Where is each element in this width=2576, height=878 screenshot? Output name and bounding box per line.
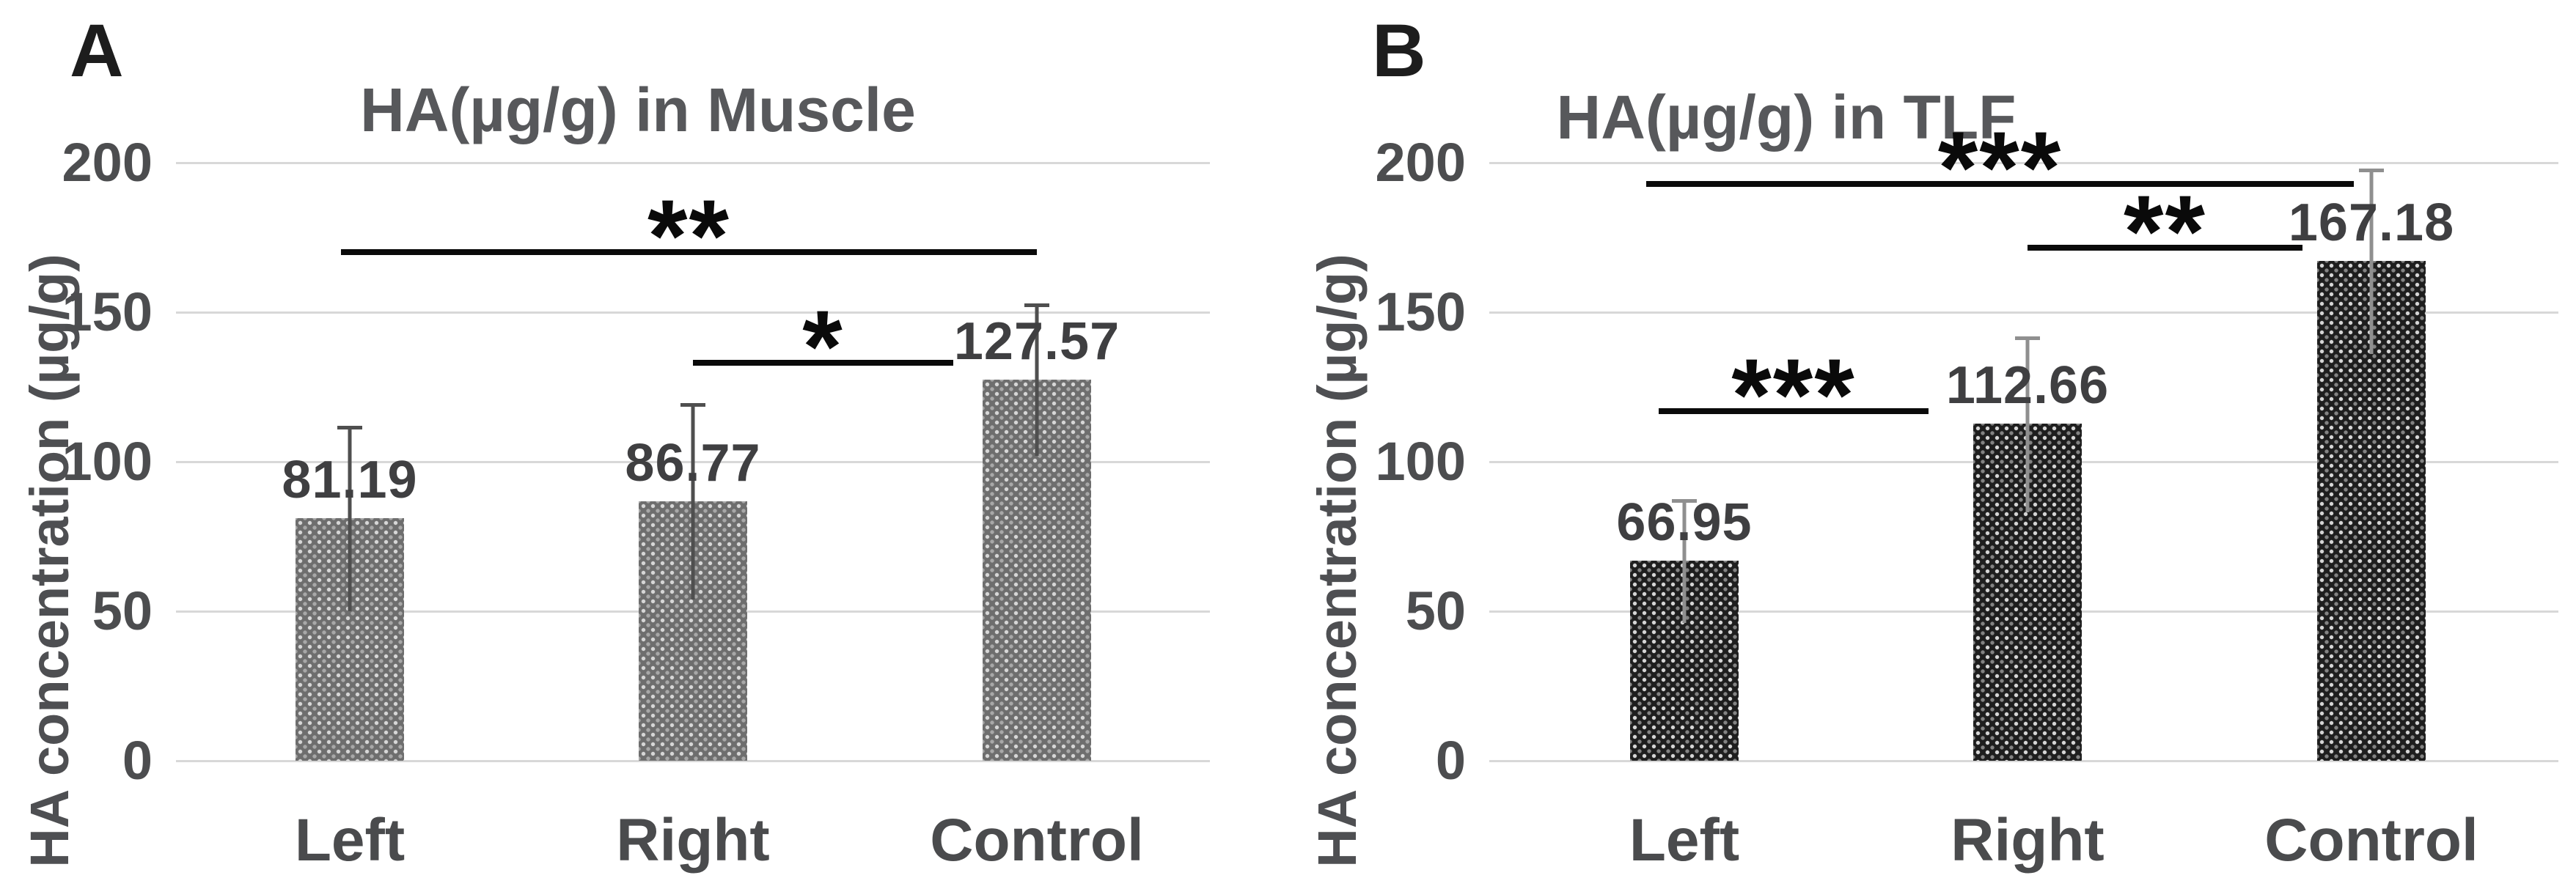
y-tick-label: 50 <box>1405 580 1466 641</box>
error-bar-cap <box>680 403 705 407</box>
error-bar-cap <box>2359 169 2384 173</box>
error-bar-cap <box>2015 336 2040 340</box>
gridline <box>176 161 1210 164</box>
y-tick-label: 200 <box>1375 132 1466 193</box>
data-label: 127.57 <box>953 311 1120 371</box>
significance-line <box>693 360 953 366</box>
category-label: Control <box>930 807 1144 874</box>
significance-stars: ** <box>647 178 730 294</box>
significance-line <box>2028 245 2302 251</box>
panel-tlf: B HA(µg/g) in TLF HA concentration (µg/g) 0… <box>1288 0 2576 878</box>
chart-title: HA(µg/g) in TLF <box>1556 83 2017 152</box>
error-bar-cap <box>1672 499 1697 503</box>
category-label: Right <box>616 807 770 874</box>
error-bar-cap <box>337 426 362 430</box>
error-bar <box>2369 169 2374 355</box>
gridline <box>176 311 1210 314</box>
panel-letter: A <box>70 9 124 92</box>
data-label: 112.66 <box>1945 356 2110 416</box>
y-tick-label: 150 <box>1375 281 1466 342</box>
significance-stars: *** <box>1731 336 1856 452</box>
panel-letter: B <box>1372 9 1426 92</box>
y-tick-label: 50 <box>92 580 153 641</box>
error-bar-cap <box>1024 303 1049 307</box>
error-bar <box>691 403 695 600</box>
significance-stars: * <box>802 289 844 405</box>
gridline <box>1489 759 2558 762</box>
category-label: Left <box>294 807 406 874</box>
data-label: 86.77 <box>625 433 761 493</box>
significance-stars: ** <box>2124 174 2206 289</box>
gridline <box>176 759 1210 762</box>
y-tick-label: 150 <box>62 281 153 342</box>
y-tick-label: 0 <box>1435 730 1466 791</box>
significance-line <box>1646 180 2354 187</box>
gridline <box>1489 311 2558 314</box>
data-label: 167.18 <box>2288 193 2455 252</box>
data-label: 81.19 <box>282 450 418 509</box>
error-bar <box>1035 303 1039 456</box>
y-tick-label: 0 <box>122 730 153 791</box>
y-tick-label: 100 <box>1375 431 1466 492</box>
category-label: Left <box>1629 807 1740 874</box>
gridline <box>1489 161 2558 164</box>
chart-title: HA(µg/g) in Muscle <box>360 75 916 144</box>
error-bar <box>2025 336 2030 513</box>
error-bar <box>348 426 352 611</box>
significance-stars: *** <box>1937 109 2063 225</box>
significance-line <box>1659 407 1929 414</box>
y-tick-label: 200 <box>62 132 153 193</box>
bar-right <box>1973 424 2082 761</box>
panel-muscle: A HA(µg/g) in Muscle HA concentration (µg/… <box>19 9 1210 874</box>
data-label: 66.95 <box>1616 493 1753 552</box>
error-bar <box>1682 499 1687 624</box>
category-label: Right <box>1951 807 2105 874</box>
category-label: Control <box>2264 807 2478 874</box>
y-tick-label: 100 <box>62 431 153 492</box>
significance-line <box>341 249 1037 256</box>
